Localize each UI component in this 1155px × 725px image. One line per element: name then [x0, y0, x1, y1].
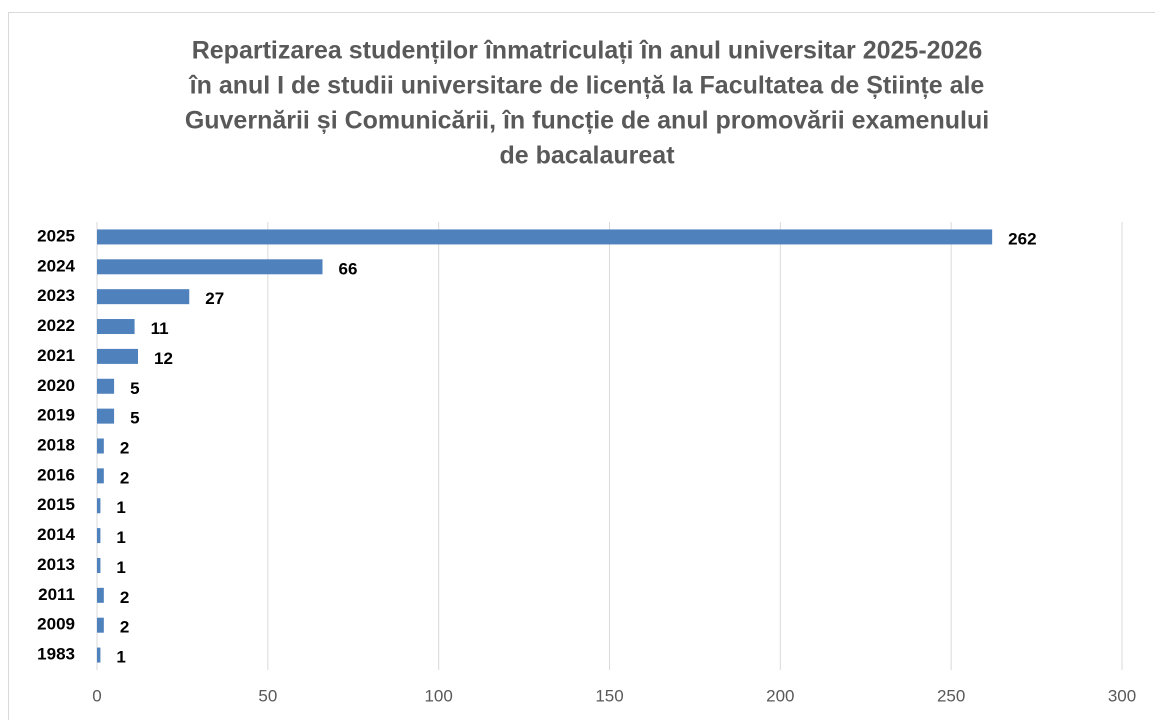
- y-tick-label: 2018: [37, 435, 75, 454]
- data-label: 2: [120, 438, 129, 457]
- data-label: 262: [1008, 229, 1036, 248]
- y-tick-label: 2021: [37, 346, 75, 365]
- data-label: 66: [339, 259, 358, 278]
- y-tick-label: 2011: [38, 585, 75, 604]
- bar: [97, 349, 138, 364]
- data-label: 5: [130, 379, 139, 398]
- bar: [97, 409, 114, 424]
- y-tick-label: 2015: [37, 495, 75, 514]
- chart-title: Repartizarea studenților înmatriculați î…: [192, 37, 983, 65]
- y-tick-label: 2022: [37, 316, 75, 335]
- bar: [97, 319, 135, 334]
- y-tick-label: 2009: [37, 615, 75, 634]
- chart-title: în anul I de studii universitare de lice…: [188, 72, 985, 100]
- bar: [97, 618, 104, 633]
- data-label: 1: [116, 498, 125, 517]
- data-label: 2: [120, 468, 129, 487]
- y-tick-label: 2024: [37, 256, 75, 275]
- y-tick-label: 2013: [37, 555, 75, 574]
- bar: [97, 648, 100, 663]
- data-label: 1: [116, 558, 125, 577]
- bar: [97, 379, 114, 394]
- bar: [97, 229, 992, 244]
- y-tick-label: 2014: [37, 525, 75, 544]
- bar: [97, 439, 104, 454]
- data-label: 2: [120, 618, 129, 637]
- chart-title: de bacalaureat: [499, 142, 675, 170]
- x-tick-label: 100: [424, 686, 452, 705]
- x-tick-label: 250: [937, 686, 965, 705]
- data-label: 5: [130, 409, 139, 428]
- bar: [97, 468, 104, 483]
- x-tick-label: 300: [1108, 686, 1136, 705]
- y-tick-label: 2019: [37, 406, 75, 425]
- x-tick-label: 50: [258, 686, 277, 705]
- y-tick-label: 2020: [37, 376, 75, 395]
- x-tick-label: 200: [766, 686, 794, 705]
- y-tick-label: 2016: [37, 465, 75, 484]
- bar: [97, 289, 189, 304]
- bar: [97, 528, 100, 543]
- bar: [97, 588, 104, 603]
- data-label: 27: [205, 289, 224, 308]
- data-label: 12: [154, 349, 173, 368]
- data-label: 2: [120, 588, 129, 607]
- x-tick-label: 0: [92, 686, 101, 705]
- bar: [97, 259, 323, 274]
- data-label: 1: [116, 648, 125, 667]
- y-tick-label: 2025: [37, 226, 75, 245]
- bar: [97, 498, 100, 513]
- data-label: 11: [151, 319, 169, 338]
- data-label: 1: [116, 528, 125, 547]
- y-tick-label: 2023: [37, 286, 75, 305]
- x-tick-label: 150: [595, 686, 623, 705]
- chart-title: Guvernării și Comunicării, în funcție de…: [185, 107, 989, 135]
- bar: [97, 558, 100, 573]
- y-tick-label: 1983: [37, 645, 75, 664]
